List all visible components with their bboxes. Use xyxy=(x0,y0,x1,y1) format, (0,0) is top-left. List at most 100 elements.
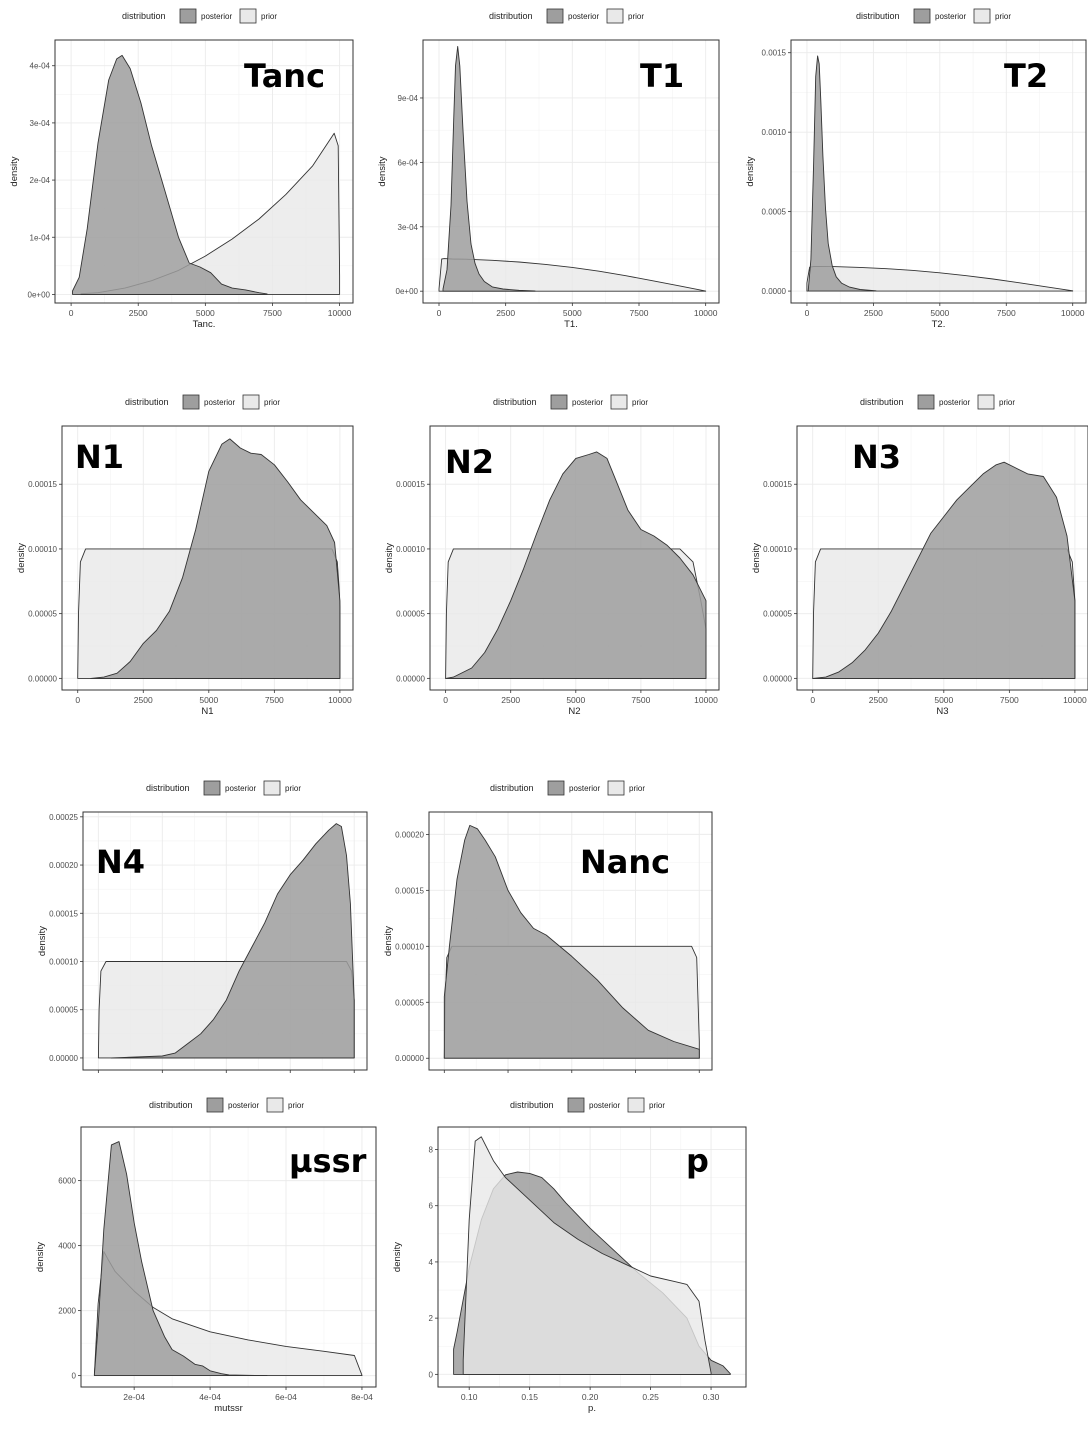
y-tick-label: 0.00015 xyxy=(49,909,78,918)
x-tick-label: 10000 xyxy=(694,695,718,705)
y-tick-label: 2e-04 xyxy=(30,176,51,185)
legend-title: distribution xyxy=(125,397,169,407)
y-axis-title: density xyxy=(383,926,394,956)
y-tick-label: 0 xyxy=(72,1372,77,1381)
plot-area xyxy=(438,45,707,292)
plot-area xyxy=(72,54,341,295)
legend-key-prior xyxy=(266,1097,284,1113)
y-tick-label: 8 xyxy=(429,1145,434,1154)
legend-label-prior: prior xyxy=(629,784,645,793)
x-tick-label: 10000 xyxy=(1063,695,1087,705)
y-tick-label: 3e-04 xyxy=(30,119,51,128)
x-tick-label: 2e-04 xyxy=(123,1392,145,1402)
x-tick-label: 2500 xyxy=(501,695,520,705)
x-tick-label: 7500 xyxy=(997,308,1016,318)
plot-area xyxy=(97,823,355,1059)
legend-title: distribution xyxy=(856,11,900,21)
x-tick-label: 5000 xyxy=(196,308,215,318)
legend-key-posterior xyxy=(917,394,935,410)
legend-key-prior xyxy=(607,780,625,796)
panel-label: Tanc xyxy=(244,57,325,95)
x-tick-label: 10000 xyxy=(328,308,352,318)
panel-border xyxy=(796,425,1088,691)
x-tick-label: 2500 xyxy=(864,308,883,318)
legend-title: distribution xyxy=(489,11,533,21)
y-tick-label: 0.00005 xyxy=(395,998,424,1007)
y-tick-label: 0.0010 xyxy=(762,128,787,137)
panel-n3: distribution posterior prior 0 2500 5000 7500 1… xyxy=(751,394,1088,717)
y-tick-label: 0.0005 xyxy=(762,208,787,217)
legend-key-posterior xyxy=(179,8,197,24)
x-tick-label: 10000 xyxy=(1061,308,1085,318)
panel-tanc: distribution posterior prior 0 2500 5000 7500 1… xyxy=(9,8,354,330)
x-tick-label: 0 xyxy=(443,695,448,705)
y-tick-label: 0.00000 xyxy=(395,1054,424,1063)
y-axis-title: density xyxy=(37,926,48,956)
x-tick-label: 0 xyxy=(69,308,74,318)
panel-border xyxy=(422,39,720,304)
density-area-posterior xyxy=(812,461,1076,679)
plot-area xyxy=(812,461,1076,679)
x-tick-label: 10000 xyxy=(694,308,718,318)
panel-label: T1 xyxy=(640,57,684,95)
legend-label-posterior: posterior xyxy=(204,398,235,407)
legend-key-prior xyxy=(606,8,624,24)
panel-border xyxy=(82,811,368,1071)
y-tick-label: 4000 xyxy=(58,1242,76,1251)
x-tick-label: 7500 xyxy=(263,308,282,318)
legend-label-prior: prior xyxy=(628,12,644,21)
y-tick-label: 0e+00 xyxy=(28,290,51,299)
legend: distribution posterior prior xyxy=(122,8,277,24)
y-tick-label: 0.00015 xyxy=(396,480,425,489)
density-area-posterior xyxy=(110,823,355,1059)
y-axis-title: density xyxy=(392,1242,403,1272)
x-tick-label: 5000 xyxy=(930,308,949,318)
x-tick-label: 0 xyxy=(437,308,442,318)
panel-label: N4 xyxy=(96,843,145,881)
density-area-posterior xyxy=(443,824,700,1059)
legend-title: distribution xyxy=(493,397,537,407)
panel-t1: distribution posterior prior 0 2500 5000 7500 1… xyxy=(377,8,720,330)
density-area-posterior xyxy=(445,451,707,679)
legend-key-prior xyxy=(973,8,991,24)
plot-area xyxy=(445,451,707,679)
x-tick-label: 2500 xyxy=(129,308,148,318)
y-axis-title: density xyxy=(35,1242,46,1272)
density-area-posterior xyxy=(90,438,341,679)
x-axis-title: Tanc. xyxy=(193,319,216,330)
x-tick-label: 2500 xyxy=(869,695,888,705)
legend-key-prior xyxy=(263,780,281,796)
x-tick-label: 6e-04 xyxy=(275,1392,297,1402)
x-tick-label: 8e-04 xyxy=(351,1392,373,1402)
legend-label-prior: prior xyxy=(264,398,280,407)
legend-title: distribution xyxy=(122,11,166,21)
y-tick-label: 0.00020 xyxy=(395,830,424,839)
legend-key-prior xyxy=(242,394,260,410)
y-tick-label: 1e-04 xyxy=(30,233,51,242)
legend-key-posterior xyxy=(547,780,565,796)
legend-key-posterior xyxy=(203,780,221,796)
panel-border xyxy=(61,425,354,691)
legend-key-prior xyxy=(627,1097,645,1113)
plot-area xyxy=(93,1141,363,1377)
x-tick-label: 7500 xyxy=(265,695,284,705)
legend-label-prior: prior xyxy=(261,12,277,21)
panel-label: Nanc xyxy=(580,843,670,881)
panel-label: N2 xyxy=(445,443,494,481)
x-tick-label: 5000 xyxy=(934,695,953,705)
x-axis-title: N3 xyxy=(936,706,948,717)
legend-key-posterior xyxy=(550,394,568,410)
legend-key-posterior xyxy=(182,394,200,410)
density-area-posterior xyxy=(807,55,877,292)
legend: distribution posterior prior xyxy=(493,394,648,410)
y-axis-title: density xyxy=(751,543,762,573)
legend-label-prior: prior xyxy=(285,784,301,793)
x-tick-label: 0.15 xyxy=(521,1392,538,1402)
y-tick-label: 0.00010 xyxy=(396,545,425,554)
x-tick-label: 0.30 xyxy=(703,1392,720,1402)
legend-label-prior: prior xyxy=(995,12,1011,21)
y-tick-label: 2 xyxy=(429,1314,434,1323)
y-tick-label: 0.00020 xyxy=(49,861,78,870)
y-tick-label: 0.0000 xyxy=(762,287,787,296)
